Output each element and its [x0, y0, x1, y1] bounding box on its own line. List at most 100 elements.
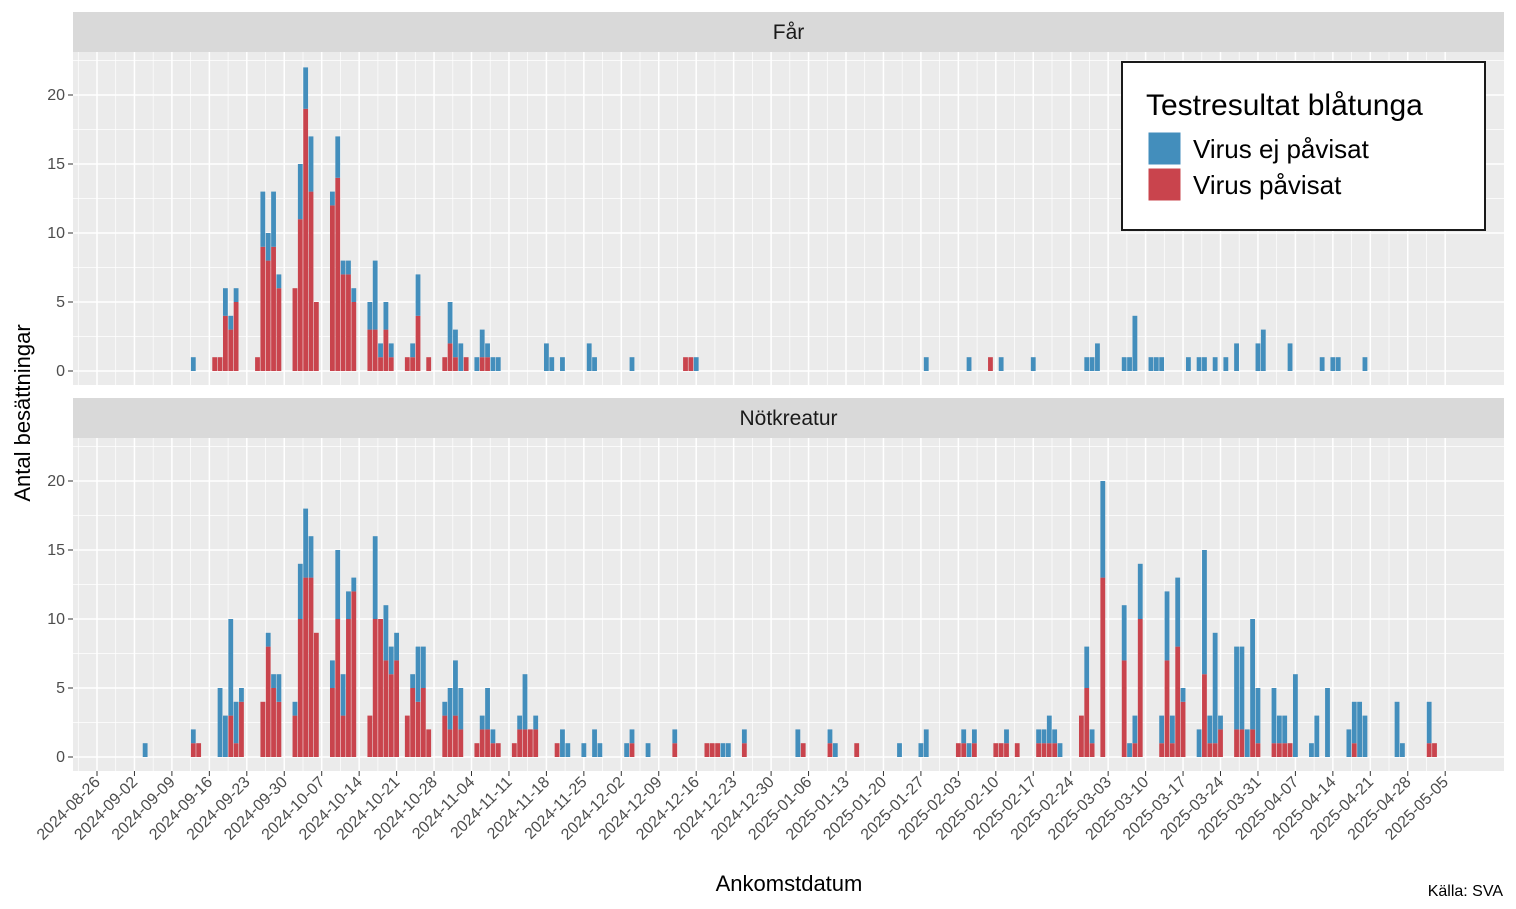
bar-negative [693, 357, 699, 371]
bar-negative [308, 536, 314, 578]
bar-negative [1234, 646, 1239, 730]
bar-positive [854, 743, 860, 757]
bar-negative [1207, 715, 1213, 744]
bar-negative [1121, 605, 1127, 661]
bar-positive [404, 715, 410, 757]
facet-strip-label: Får [773, 21, 805, 44]
bar-negative [276, 674, 282, 702]
bar-negative [1004, 729, 1009, 744]
bar-positive [292, 288, 298, 371]
legend-swatch-positive [1147, 167, 1182, 202]
bar-positive [961, 743, 967, 757]
bar-negative [741, 729, 747, 744]
bar-negative [490, 729, 496, 744]
bar-positive [313, 632, 319, 757]
bar-positive [1180, 701, 1186, 757]
bar-positive [1052, 743, 1058, 757]
bar-negative [1212, 632, 1218, 744]
legend-title: Testresultat blåtunga [1146, 89, 1423, 122]
bar-negative [292, 701, 298, 716]
bar-negative [565, 743, 571, 757]
bar-positive [1255, 743, 1261, 757]
bar-negative [1175, 577, 1181, 647]
bar-positive [260, 246, 266, 371]
bar-negative [329, 660, 335, 688]
bar-negative [383, 605, 389, 661]
bar-negative [351, 577, 357, 592]
bar-positive [971, 743, 977, 757]
bar-negative [827, 729, 833, 744]
bar-positive [212, 357, 218, 371]
bar-negative [1292, 674, 1298, 757]
panel-background [73, 438, 1504, 771]
bar-negative [629, 357, 635, 371]
x-axis: 2024-08-262024-09-022024-09-092024-09-16… [34, 771, 1452, 844]
bar-negative [832, 743, 838, 757]
bar-positive [1202, 674, 1207, 757]
bar-positive [1218, 729, 1223, 757]
bar-negative [1319, 357, 1325, 371]
bar-negative [495, 357, 501, 371]
bar-negative [923, 729, 929, 757]
bar-negative [1255, 688, 1261, 744]
bar-positive [709, 743, 715, 757]
bar-negative [388, 343, 394, 358]
bar-positive [998, 743, 1004, 757]
bar-positive [1175, 646, 1181, 757]
bar-positive [479, 729, 485, 757]
bar-positive [276, 701, 282, 757]
bar-positive [1287, 743, 1293, 757]
bar-negative [410, 343, 416, 358]
bar-negative [297, 164, 303, 220]
bar-negative [297, 563, 303, 619]
bar-negative [479, 329, 485, 358]
bar-positive [329, 205, 335, 371]
bar-negative [378, 343, 383, 358]
bar-negative [276, 274, 282, 289]
facet-strip-label: Nötkreatur [739, 407, 837, 430]
bar-negative [533, 715, 539, 730]
bar-positive [415, 701, 421, 757]
bar-positive [1084, 688, 1090, 757]
bar-negative [1148, 357, 1154, 371]
bar-negative [415, 274, 421, 316]
bar-positive [426, 729, 432, 757]
bar-negative [239, 688, 244, 702]
bar-negative [351, 288, 357, 302]
y-tick-label: 0 [56, 749, 65, 766]
bar-positive [1432, 743, 1437, 757]
bar-negative [1234, 343, 1239, 371]
bar-positive [378, 619, 383, 757]
bar-negative [1314, 715, 1320, 757]
bar-positive [239, 701, 244, 757]
bar-positive [1239, 729, 1245, 757]
bar-positive [522, 729, 528, 757]
bar-negative [1169, 715, 1175, 744]
bar-negative [998, 357, 1004, 371]
bar-negative [346, 260, 351, 275]
bar-positive [372, 329, 378, 371]
bar-negative [672, 729, 678, 744]
y-tick-label: 10 [47, 611, 65, 628]
bar-negative [383, 302, 389, 330]
bar-positive [265, 260, 271, 371]
bar-positive [410, 357, 416, 371]
bar-positive [308, 191, 314, 371]
bar-positive [372, 619, 378, 757]
bar-positive [453, 357, 458, 371]
bar-positive [271, 688, 276, 757]
bar-negative [372, 536, 378, 619]
bar-positive [313, 302, 319, 371]
y-tick-label: 15 [47, 156, 65, 173]
bar-positive [329, 688, 335, 757]
bar-negative [1046, 715, 1052, 744]
bar-negative [303, 508, 309, 578]
bar-negative [1357, 701, 1363, 757]
bar-positive [415, 315, 421, 371]
bar-positive [683, 357, 688, 371]
bar-negative [442, 701, 448, 716]
bar-negative [1057, 743, 1063, 757]
bar-positive [715, 743, 721, 757]
bar-negative [1426, 701, 1432, 744]
bar-negative [629, 729, 635, 744]
